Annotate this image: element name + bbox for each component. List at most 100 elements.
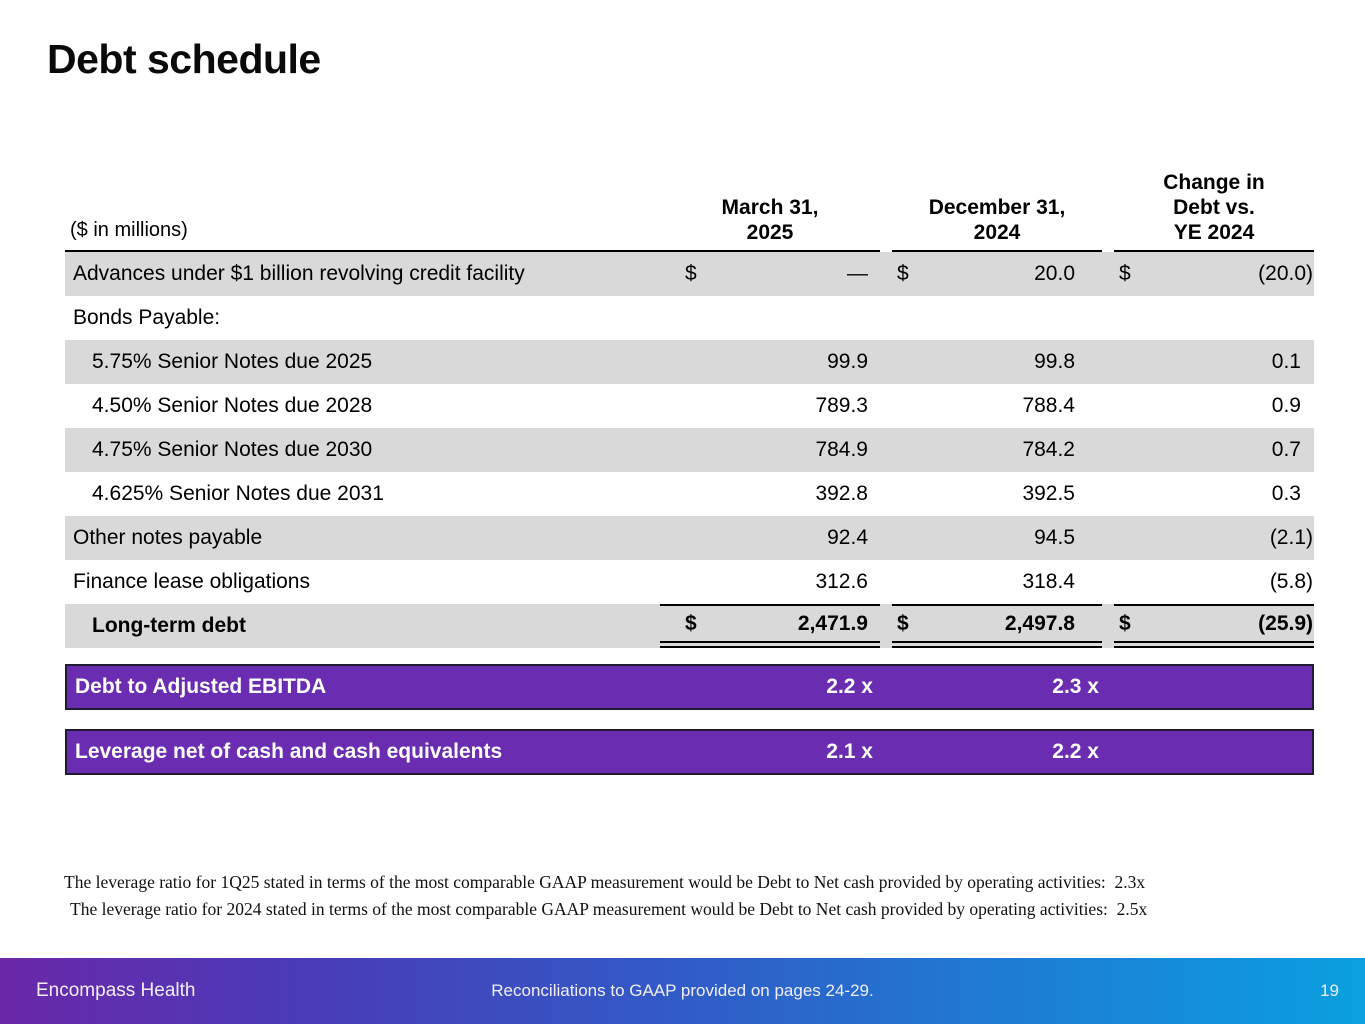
cell-value: 788.4 [1022,394,1075,417]
cell-col1: 312.6 [660,560,880,604]
footnote-line: The leverage ratio for 2024 stated in te… [70,899,1148,919]
column-header-line: YE 2024 [1173,221,1255,244]
cell-col2: 94.5 [892,516,1102,560]
cell-col2: $20.0 [892,252,1102,296]
row-label: Long-term debt [92,614,246,637]
cell-col1: 99.9 [660,340,880,384]
cell-col2: 788.4 [892,384,1102,428]
column-header-line: 2024 [973,221,1021,244]
row-label: 4.75% Senior Notes due 2030 [92,438,373,461]
footnotes: The leverage ratio for 1Q25 stated in te… [64,869,1324,923]
cell-col3: $ (25.9) [1114,604,1314,648]
cell-value: 99.8 [1034,350,1075,373]
cell-value: 784.2 [1022,438,1075,461]
cell-col3 [1114,296,1314,340]
column-header-line: 2025 [746,221,794,244]
ratio-bar-debt-to-ebitda: Debt to Adjusted EBITDA 2.2 x 2.3 x [65,664,1314,710]
dollar-sign: $ [897,262,909,285]
cell-col2: 392.5 [892,472,1102,516]
cell-value: (5.8) [1269,570,1313,593]
cell-value: (2.1) [1269,526,1313,549]
cell-value: 0.9 [1271,394,1301,417]
page-number: 19 [1320,981,1339,1000]
ratio-value-march-2025: 2.1 x [826,740,873,763]
cell-value: 99.9 [827,350,868,373]
dollar-sign: $ [1119,262,1131,285]
table-rows: Advances under $1 billion revolving cred… [65,252,1314,648]
dollar-sign: $ [897,611,909,635]
cell-value: 789.3 [815,394,868,417]
cell-col2: 318.4 [892,560,1102,604]
cell-col2: 99.8 [892,340,1102,384]
unit-label: ($ in millions) [65,219,660,252]
table-row: 4.50% Senior Notes due 2028 789.3 788.4 0.9 [65,384,1314,428]
column-header-line: March 31, [721,196,819,219]
column-header-december-2024: December 31, 2024 [892,195,1102,252]
row-label: Advances under $1 billion revolving cred… [73,262,525,285]
cell-col1: 784.9 [660,428,880,472]
ratio-value-december-2024: 2.3 x [1052,675,1099,698]
cell-value: — [847,262,868,285]
footer-note: Reconciliations to GAAP provided on page… [491,981,874,1000]
cell-col1: $ — [660,252,880,296]
table-row: Bonds Payable: [65,296,1314,340]
cell-value: 392.5 [1022,482,1075,505]
cell-value: 20.0 [1034,262,1075,285]
table-row: 5.75% Senior Notes due 2025 99.9 99.8 0.1 [65,340,1314,384]
table-row: Other notes payable 92.4 94.5 (2.1) [65,516,1314,560]
page-title: Debt schedule [47,36,321,82]
cell-col1: 92.4 [660,516,880,560]
cell-value: 0.7 [1271,438,1301,461]
cell-col3: (2.1) [1114,516,1314,560]
row-label: 4.50% Senior Notes due 2028 [92,394,373,417]
cell-value: (20.0) [1258,262,1313,285]
ratio-bar-net-leverage: Leverage net of cash and cash equivalent… [65,729,1314,775]
ratio-value-december-2024: 2.2 x [1052,740,1099,763]
cell-col3: $ (20.0) [1114,252,1314,296]
cell-value: (25.9) [1258,611,1313,635]
cell-value: 92.4 [827,526,868,549]
cell-col2 [892,296,1102,340]
cell-col3: 0.1 [1114,340,1314,384]
row-label: Finance lease obligations [73,570,310,593]
cell-col3: 0.3 [1114,472,1314,516]
table-row: 4.75% Senior Notes due 2030 784.9 784.2 0.7 [65,428,1314,472]
ratio-value-march-2025: 2.2 x [826,675,873,698]
column-header-line: Change in [1163,171,1265,194]
column-header-change: Change in Debt vs. YE 2024 [1114,170,1314,252]
cell-col2: 784.2 [892,428,1102,472]
dollar-sign: $ [685,262,697,285]
cell-value: 2,471.9 [797,611,868,635]
dollar-sign: $ [1119,611,1131,635]
cell-col3: (5.8) [1114,560,1314,604]
footer-bar: Encompass Health Reconciliations to GAAP… [0,958,1365,1024]
cell-col3: 0.7 [1114,428,1314,472]
cell-value: 784.9 [815,438,868,461]
ratio-bar-label: Debt to Adjusted EBITDA [75,675,327,698]
ratio-bar-label: Leverage net of cash and cash equivalent… [75,740,503,763]
cell-value: 2,497.8 [1004,611,1075,635]
column-header-line: Debt vs. [1173,196,1255,219]
column-header-line: December 31, [928,196,1066,219]
row-label: 4.625% Senior Notes due 2031 [92,482,384,505]
cell-col1: 789.3 [660,384,880,428]
cell-value: 318.4 [1022,570,1075,593]
cell-col1 [660,296,880,340]
table-row: Finance lease obligations 312.6 318.4 (5.8) [65,560,1314,604]
table-header-row: ($ in millions) March 31, 2025 December … [65,152,1314,252]
row-label: 5.75% Senior Notes due 2025 [92,350,373,373]
footnote-line: The leverage ratio for 1Q25 stated in te… [64,872,1146,892]
cell-value: 392.8 [815,482,868,505]
cell-col1: $2,471.9 [660,604,880,648]
cell-value: 94.5 [1034,526,1075,549]
column-header-march-2025: March 31, 2025 [660,195,880,252]
dollar-sign: $ [685,611,697,635]
cell-value: 0.3 [1271,482,1301,505]
debt-table: ($ in millions) March 31, 2025 December … [65,152,1314,648]
cell-col1: 392.8 [660,472,880,516]
brand-name: Encompass Health [36,980,196,1001]
cell-value: 312.6 [815,570,868,593]
cell-value: 0.1 [1271,350,1301,373]
row-label: Other notes payable [73,526,263,549]
